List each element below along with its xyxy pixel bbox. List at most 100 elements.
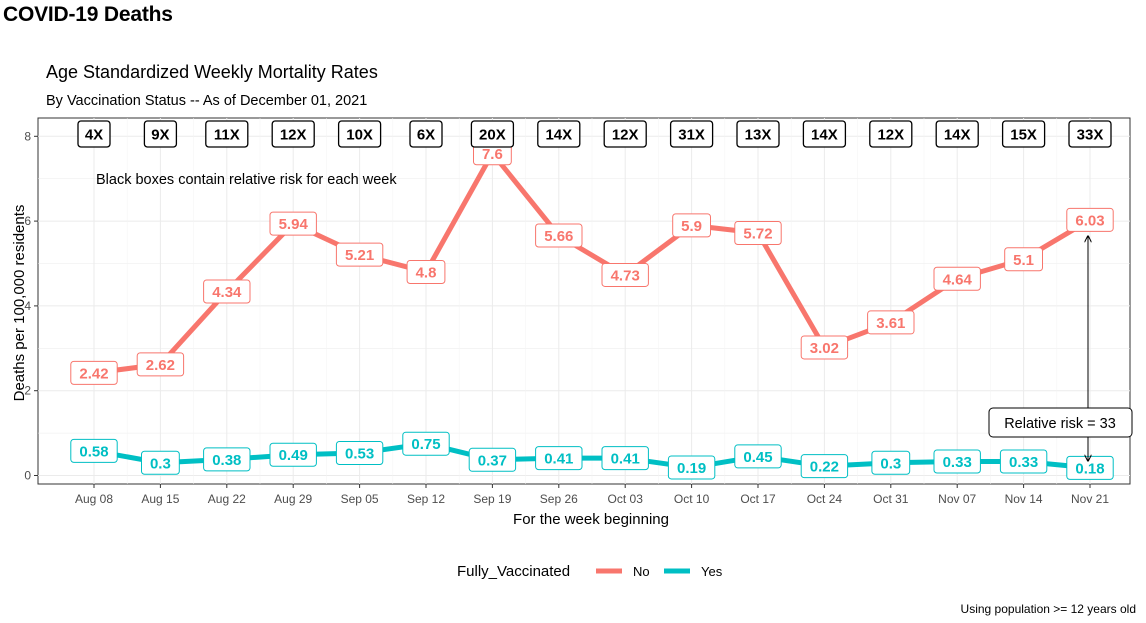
- data-label: 0.19: [677, 460, 706, 477]
- data-label-box: [871, 450, 911, 475]
- data-label-box: [1004, 247, 1044, 272]
- data-label: 5.1: [1013, 252, 1034, 269]
- y-tick-label: 6: [24, 214, 31, 228]
- relative-risk-box: [77, 120, 111, 148]
- relative-risk-label: 33X: [1077, 127, 1104, 144]
- relative-risk-label: 20X: [479, 127, 506, 144]
- data-label: 0.75: [411, 436, 440, 453]
- data-label: 7.6: [482, 146, 503, 163]
- y-tick-label: 4: [24, 299, 31, 313]
- relative-risk-label: 12X: [612, 127, 639, 144]
- data-label-box: [672, 213, 712, 238]
- data-label: 0.22: [810, 459, 839, 476]
- relative-risk-box: [869, 120, 913, 148]
- relative-risk-box: [205, 120, 249, 148]
- data-label-box: [70, 438, 118, 463]
- data-label: 4.64: [943, 271, 973, 288]
- data-label-box: [800, 454, 849, 479]
- x-tick-label: Oct 31: [873, 492, 909, 506]
- data-label-box: [601, 446, 649, 471]
- chart-title: Age Standardized Weekly Mortality Rates: [46, 62, 378, 82]
- series-line-no: [91, 150, 1093, 376]
- relative-risk-box: [603, 120, 647, 148]
- relative-risk-label: 31X: [678, 127, 705, 144]
- data-label: 0.38: [212, 452, 241, 469]
- data-label-box: [601, 262, 649, 287]
- relative-risk-box: [935, 120, 979, 148]
- x-tick-label: Aug 15: [141, 492, 179, 506]
- relative-risk-box: [988, 407, 1133, 438]
- data-label: 0.3: [880, 455, 901, 472]
- relative-risk-text: Relative risk = 33: [1004, 416, 1116, 432]
- relative-risk-label: 12X: [877, 127, 904, 144]
- population-footnote: Using population >= 12 years old: [960, 602, 1136, 616]
- relative-risk-label: 11X: [214, 127, 240, 144]
- data-label-box: [203, 279, 251, 304]
- data-label: 0.41: [544, 451, 573, 468]
- y-tick-label: 0: [24, 469, 31, 483]
- x-tick-label: Sep 05: [341, 492, 379, 506]
- data-label: 5.21: [345, 247, 374, 264]
- series-line-yes: [91, 441, 1093, 471]
- data-label: 2.62: [146, 357, 175, 374]
- x-tick-label: Aug 29: [274, 492, 312, 506]
- data-label: 0.33: [943, 454, 972, 471]
- data-label: 5.94: [279, 216, 309, 233]
- data-label: 5.72: [743, 225, 772, 242]
- relative-risk-label: 14X: [944, 127, 971, 144]
- data-label: 0.53: [345, 446, 374, 463]
- relative-risk-box: [537, 120, 581, 148]
- data-label: 4.34: [212, 284, 242, 301]
- relative-risk-label: 14X: [811, 127, 838, 144]
- relative-risk-box: [802, 120, 847, 148]
- data-label-box: [70, 360, 118, 385]
- data-label-box: [734, 444, 782, 469]
- data-label-box: [141, 450, 180, 475]
- data-label-box: [269, 442, 317, 467]
- data-label-box: [1066, 207, 1114, 232]
- x-tick-label: Oct 24: [807, 492, 843, 506]
- relative-risk-label: 12X: [280, 127, 307, 144]
- data-label: 4.73: [611, 267, 640, 284]
- data-label: 0.33: [1009, 454, 1038, 471]
- data-label-box: [800, 335, 849, 360]
- relative-risk-label: 9X: [151, 127, 169, 144]
- data-label: 5.9: [681, 218, 702, 235]
- relative-risk-box: [470, 120, 515, 148]
- relative-risk-label: 15X: [1010, 127, 1037, 144]
- data-label: 0.58: [79, 443, 108, 460]
- data-label: 0.49: [279, 447, 308, 464]
- data-label: 5.66: [544, 228, 573, 245]
- legend-label-yes: Yes: [701, 564, 723, 579]
- data-label-box: [335, 441, 384, 466]
- x-tick-label: Aug 22: [208, 492, 246, 506]
- x-tick-label: Sep 19: [473, 492, 511, 506]
- relative-risk-label: 10X: [346, 127, 373, 144]
- x-tick-label: Nov 21: [1071, 492, 1109, 506]
- data-label: 0.3: [150, 455, 171, 472]
- relative-risk-box: [271, 120, 315, 148]
- page-heading: COVID-19 Deaths: [3, 3, 173, 26]
- y-tick-label: 8: [24, 129, 31, 143]
- relative-risk-box: [669, 120, 714, 148]
- relative-risk-box: [1068, 120, 1112, 148]
- x-axis-title: For the week beginning: [513, 511, 669, 528]
- x-tick-label: Nov 14: [1005, 492, 1043, 506]
- relative-risk-box: [736, 120, 780, 148]
- x-tick-label: Oct 03: [608, 492, 644, 506]
- data-label-box: [406, 259, 446, 284]
- data-label: 4.8: [416, 264, 437, 281]
- data-label-box: [933, 449, 981, 474]
- data-label: 0.37: [478, 452, 507, 469]
- chart-subtitle: By Vaccination Status -- As of December …: [46, 93, 367, 109]
- data-label-box: [335, 242, 384, 267]
- data-label-box: [468, 447, 517, 472]
- data-label: 0.18: [1075, 460, 1104, 477]
- data-label-box: [867, 310, 915, 335]
- legend-title: Fully_Vaccinated: [457, 563, 570, 580]
- boxes-note: Black boxes contain relative risk for ea…: [96, 172, 397, 188]
- relative-risk-box: [409, 120, 443, 148]
- data-label-box: [136, 352, 185, 377]
- data-label: 0.45: [743, 449, 772, 466]
- x-tick-label: Oct 10: [674, 492, 710, 506]
